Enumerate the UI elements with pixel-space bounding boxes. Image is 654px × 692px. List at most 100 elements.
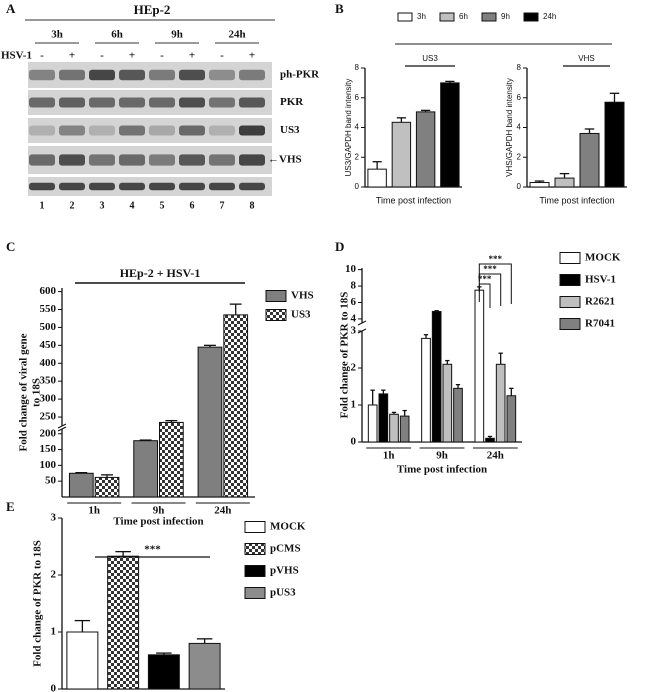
treatment-sign: + bbox=[249, 50, 255, 62]
legend-label: 9h bbox=[501, 12, 510, 21]
bar bbox=[399, 415, 410, 443]
significance-bracket bbox=[478, 263, 512, 304]
y-tick-label: 2 bbox=[351, 362, 357, 374]
blot-band bbox=[59, 69, 85, 81]
lane-number: 5 bbox=[160, 200, 165, 211]
legend-swatch bbox=[244, 565, 266, 577]
lane-number: 1 bbox=[40, 200, 45, 211]
treatment-label: HSV-1 bbox=[1, 50, 32, 62]
x-tick-label: 1h bbox=[383, 450, 395, 462]
time-label: 3h bbox=[51, 29, 63, 41]
bar bbox=[197, 346, 223, 498]
significance-bracket bbox=[478, 283, 491, 308]
bar bbox=[188, 642, 221, 690]
x-axis-label: Time post infection bbox=[113, 516, 203, 528]
bar bbox=[474, 289, 485, 443]
legend-label: pCMS bbox=[270, 543, 301, 555]
lane-number: 6 bbox=[190, 200, 195, 211]
blot-band bbox=[239, 182, 265, 191]
blot-band bbox=[179, 154, 205, 166]
significance-bracket bbox=[478, 273, 502, 306]
axis-break bbox=[57, 423, 67, 429]
y-axis-label: Fold change of PKR to 18S bbox=[339, 292, 351, 419]
bar bbox=[579, 132, 600, 188]
legend-label: US3 bbox=[291, 309, 311, 321]
blot-band bbox=[239, 97, 265, 108]
legend-swatch bbox=[523, 12, 539, 22]
y-tick-label: 50 bbox=[45, 475, 57, 487]
x-tick-label: 9h bbox=[153, 505, 165, 517]
panel-letter: E bbox=[6, 499, 15, 514]
treatment-sign: + bbox=[129, 50, 135, 62]
blot-band bbox=[209, 154, 235, 166]
band-label: PKR bbox=[280, 96, 304, 108]
y-tick-label: 2 bbox=[51, 569, 57, 581]
bar bbox=[223, 314, 249, 498]
legend-swatch bbox=[265, 309, 287, 321]
blot-band bbox=[89, 69, 115, 81]
y-tick-label: 100 bbox=[40, 459, 57, 471]
blot-band bbox=[119, 125, 145, 136]
lane-number: 4 bbox=[130, 200, 135, 211]
legend-swatch bbox=[439, 12, 455, 22]
lane-number: 3 bbox=[100, 200, 105, 211]
blot-band bbox=[29, 125, 55, 136]
blot-band bbox=[119, 69, 145, 81]
blot-band bbox=[59, 182, 85, 191]
blot-band bbox=[179, 182, 205, 191]
blot-band bbox=[209, 182, 235, 191]
lane-number: 2 bbox=[70, 200, 75, 211]
bar bbox=[147, 654, 180, 690]
y-tick-label: 2 bbox=[355, 152, 360, 161]
legend-label: 6h bbox=[459, 12, 468, 21]
legend-swatch bbox=[244, 521, 266, 533]
blot-band bbox=[149, 125, 175, 136]
y-axis-label: Fold change of PKR to 18S bbox=[32, 540, 44, 667]
time-label: 24h bbox=[228, 29, 245, 41]
legend-label: HSV-1 bbox=[585, 274, 616, 286]
y-tick-label: 300 bbox=[40, 393, 57, 405]
y-tick-label: 500 bbox=[40, 321, 57, 333]
blot-band bbox=[149, 69, 175, 81]
blot-band bbox=[149, 97, 175, 108]
y-tick-label: 4 bbox=[355, 123, 360, 132]
blot-band bbox=[89, 125, 115, 136]
bar bbox=[94, 476, 120, 498]
y-tick-label: 450 bbox=[40, 339, 57, 351]
y-tick-label: 8 bbox=[351, 280, 357, 292]
panel-letter: C bbox=[6, 239, 15, 254]
bar bbox=[415, 111, 436, 188]
treatment-sign: - bbox=[100, 50, 104, 62]
x-tick-label: 1h bbox=[88, 505, 100, 517]
annotation: US3 bbox=[422, 54, 438, 63]
legend-swatch bbox=[481, 12, 497, 22]
blot-title: HEp-2 bbox=[134, 2, 171, 17]
y-tick-label: 6 bbox=[355, 93, 360, 102]
blot-band bbox=[59, 97, 85, 108]
panel-letter: B bbox=[335, 1, 344, 16]
legend-swatch bbox=[559, 252, 581, 264]
legend-label: VHS bbox=[291, 290, 314, 302]
blot-strip bbox=[28, 118, 272, 143]
time-label: 6h bbox=[111, 29, 123, 41]
blot-band bbox=[29, 182, 55, 191]
blot-band bbox=[179, 69, 205, 81]
band-label: ph-PKR bbox=[280, 69, 320, 81]
y-axis-label: US3/GAPDH band intensity bbox=[344, 79, 353, 177]
bar bbox=[554, 177, 575, 188]
y-tick-label: 4 bbox=[351, 312, 357, 324]
y-axis-label: Fold change of viral gene bbox=[18, 333, 30, 451]
axis-break bbox=[357, 320, 367, 326]
x-tick-label: 24h bbox=[487, 450, 504, 462]
blot-band bbox=[89, 182, 115, 191]
y-tick-label: 0 bbox=[355, 182, 360, 191]
bar bbox=[378, 393, 389, 443]
blot-band bbox=[149, 154, 175, 166]
bar bbox=[66, 631, 99, 690]
y-tick-label: 3 bbox=[51, 512, 57, 524]
y-axis-label: to 18S bbox=[31, 378, 43, 407]
bar bbox=[431, 311, 442, 443]
y-tick-label: 550 bbox=[40, 303, 57, 315]
blot-band bbox=[89, 154, 115, 166]
